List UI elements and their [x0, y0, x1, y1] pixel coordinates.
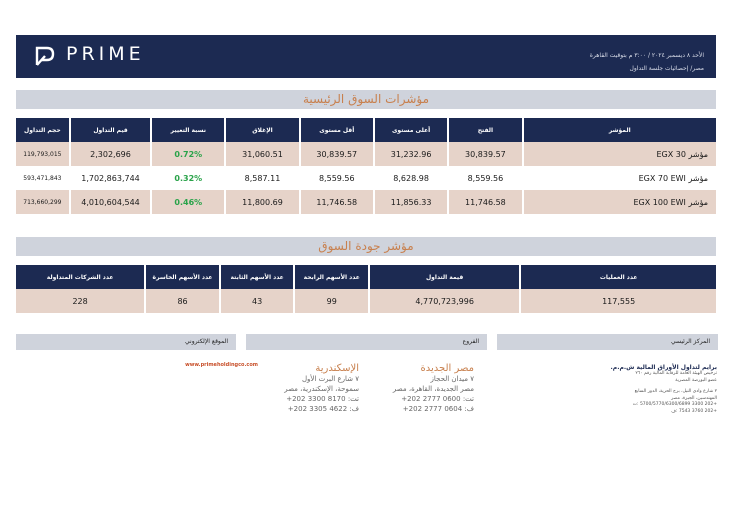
col-unchanged: عدد الأسهم الثابتة	[220, 265, 294, 289]
hq-company-name: برايم لتداول الأوراق المالية ش.م.م.	[610, 364, 717, 371]
hq-phone: +202 3300 5700/5770/6300/6899 :ت	[632, 402, 717, 407]
table-row: مؤشر EGX 30 30,839.57 31,232.96 30,839.5…	[16, 142, 716, 166]
session-date: الأحد ٨ ديسمبر ٢٠٢٤ / ٣:٠٠ م بتوقيت القا…	[589, 52, 704, 59]
branch-alexandria-line-1: ٧ شارع البرت الأول	[301, 375, 359, 383]
col-index: المؤشر	[523, 118, 716, 142]
index-volume: 713,660,299	[16, 190, 69, 214]
col-trades: عدد العمليات	[521, 265, 716, 289]
hq-bar: المركز الرئيسي	[497, 334, 718, 350]
report-header: PRIME الأحد ٨ ديسمبر ٢٠٢٤ / ٣:٠٠ م بتوقي…	[16, 35, 716, 78]
col-open: الفتح	[449, 118, 522, 142]
col-value: قيم التداول	[70, 118, 151, 142]
indices-table: المؤشر الفتح أعلى مستوى أقل مستوى الإغلا…	[14, 118, 718, 214]
indices-header-row: المؤشر الفتح أعلى مستوى أقل مستوى الإغلا…	[16, 118, 716, 142]
index-name: مؤشر EGX 70 EWI	[638, 173, 708, 183]
index-open: 11,746.58	[449, 190, 522, 214]
col-high: أعلى مستوى	[374, 118, 448, 142]
branch-alexandria-line-2: سموحة، الإسكندرية، مصر	[284, 385, 359, 393]
hq-membership: عضو البورصة المصرية	[675, 377, 717, 383]
branch-heliopolis: مصر الجديدة ٧ ميدان الحجاز مصر الجديدة، …	[364, 363, 474, 414]
index-close: 31,060.51	[226, 142, 299, 166]
hq-details: برايم لتداول الأوراق المالية ش.م.م. ترخي…	[517, 364, 717, 415]
losers-value: 86	[146, 289, 219, 313]
quality-table: عدد العمليات قيمة التداول عدد الأسهم الر…	[14, 265, 718, 313]
index-value: 2,302,696	[70, 142, 151, 166]
hq-address-1: ٢ شارع وادي النيل، برج الحرية، الدور الس…	[634, 389, 717, 394]
table-row: مؤشر EGX 100 EWI 11,746.58 11,856.33 11,…	[16, 190, 716, 214]
col-close: الإغلاق	[226, 118, 299, 142]
hq-address-2: المهندسين، الجيزة، مصر	[671, 395, 717, 401]
index-change: 0.72%	[152, 142, 225, 166]
index-change: 0.46%	[152, 190, 225, 214]
branch-alexandria-name: الإسكندرية	[315, 363, 359, 374]
index-change: 0.32%	[174, 173, 203, 183]
table-row: مؤشر EGX 70 EWI 8,559.56 8,628.98 8,559.…	[16, 166, 716, 190]
col-traded-companies: عدد الشركات المتداولة	[16, 265, 145, 289]
index-low: 30,839.57	[300, 142, 373, 166]
branch-heliopolis-phone: تت: 0600 2777 202+	[401, 395, 474, 403]
prime-p-logo-icon	[35, 46, 55, 66]
index-close: 11,800.69	[226, 190, 299, 214]
gainers-value: 99	[295, 289, 368, 313]
website-link[interactable]: www.primeholdingco.com	[185, 362, 258, 368]
branch-heliopolis-name: مصر الجديدة	[420, 363, 474, 374]
index-volume: 119,793,015	[16, 142, 69, 166]
branches-label: الفروع	[462, 338, 479, 345]
col-volume: حجم التداول	[16, 118, 69, 142]
index-close: 8,587.11	[244, 173, 281, 183]
branch-alexandria: الإسكندرية ٧ شارع البرت الأول سموحة، الإ…	[249, 363, 359, 414]
col-low: أقل مستوى	[300, 118, 373, 142]
branch-heliopolis-fax: ف: 0604 2777 202+	[402, 405, 474, 413]
hq-license: ترخيص الهيئة العامة للرقابة المالية رقم …	[635, 371, 717, 376]
turnover-value: 4,770,723,996	[370, 289, 520, 313]
quality-header-row: عدد العمليات قيمة التداول عدد الأسهم الر…	[16, 265, 716, 289]
website-label: الموقع الإلكتروني	[185, 338, 228, 345]
report-subtitle: مصر/ إحصائيات جلسة التداول	[629, 65, 704, 72]
branch-alexandria-phone: تت: 8170 3300 202+	[286, 395, 359, 403]
index-name: مؤشر EGX 30	[523, 142, 716, 166]
trades-value: 117,555	[521, 289, 716, 313]
brand-name: PRIME	[66, 43, 145, 65]
quality-section-title: مؤشر جودة السوق	[318, 239, 414, 253]
website-bar: الموقع الإلكتروني	[16, 334, 236, 350]
quality-section-bar: مؤشر جودة السوق	[16, 237, 716, 256]
index-open: 8,559.56	[467, 173, 504, 183]
index-high: 31,232.96	[374, 142, 448, 166]
index-high: 8,628.98	[393, 173, 429, 183]
index-open: 30,839.57	[449, 142, 522, 166]
hq-fax: +202 3760 7543 :ف	[671, 408, 717, 414]
col-losers: عدد الأسهم الخاسرة	[146, 265, 219, 289]
branch-heliopolis-line-2: مصر الجديدة، القاهرة، مصر	[392, 385, 474, 393]
hq-label: المركز الرئيسي	[671, 338, 710, 345]
unchanged-value: 43	[220, 289, 294, 313]
table-row: 117,555 4,770,723,996 99 43 86 228	[16, 289, 716, 313]
index-value: 4,010,604,544	[70, 190, 151, 214]
index-volume: 593,471,843	[23, 174, 62, 182]
index-low: 11,746.58	[300, 190, 373, 214]
traded-companies-value: 228	[16, 289, 145, 313]
index-high: 11,856.33	[374, 190, 448, 214]
branches-bar: الفروع	[246, 334, 487, 350]
branch-heliopolis-line-1: ٧ ميدان الحجاز	[430, 375, 474, 383]
col-gainers: عدد الأسهم الرابحة	[295, 265, 368, 289]
col-turnover: قيمة التداول	[370, 265, 520, 289]
index-name: مؤشر EGX 100 EWI	[523, 190, 716, 214]
index-value: 1,702,863,744	[81, 173, 140, 183]
indices-section-bar: مؤشرات السوق الرئيسية	[16, 90, 716, 109]
index-low: 8,559.56	[318, 173, 355, 183]
indices-section-title: مؤشرات السوق الرئيسية	[302, 92, 430, 106]
col-change: نسبة التغيير	[152, 118, 225, 142]
branch-alexandria-fax: ف: 4622 3305 202+	[287, 405, 359, 413]
